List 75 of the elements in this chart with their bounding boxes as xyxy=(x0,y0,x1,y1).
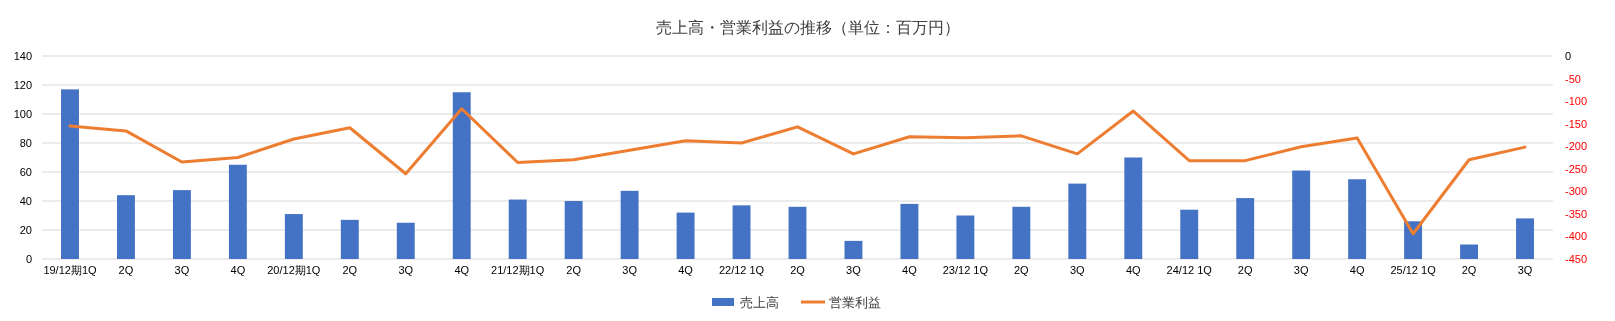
y2-tick-label: -300 xyxy=(1565,185,1588,198)
bar xyxy=(1516,218,1534,259)
legend-label: 売上高 xyxy=(740,295,779,310)
x-tick-label: 3Q xyxy=(174,264,190,276)
bar xyxy=(284,214,303,259)
y2-tick-label: -100 xyxy=(1565,95,1588,108)
bar xyxy=(844,240,863,259)
y2-tick-label: 0 xyxy=(1565,50,1572,62)
x-tick-label: 2Q xyxy=(118,264,134,276)
bar xyxy=(228,164,247,259)
x-tick-label: 4Q xyxy=(1125,264,1142,276)
x-tick-label: 3Q xyxy=(846,264,862,276)
bar xyxy=(340,219,359,259)
x-tick-label: 22/12 1Q xyxy=(718,264,765,276)
bar xyxy=(676,212,695,259)
bar xyxy=(1292,170,1311,259)
bar xyxy=(396,222,415,259)
bar xyxy=(1460,244,1479,259)
x-tick-label: 3Q xyxy=(398,264,414,276)
bar xyxy=(1180,209,1199,259)
chart-title: 売上高・営業利益の推移（単位：百万円） xyxy=(655,19,960,36)
bar xyxy=(452,92,471,259)
bar xyxy=(788,206,807,259)
bar xyxy=(1124,157,1143,259)
y2-tick-label: -150 xyxy=(1565,117,1588,130)
x-tick-label: 2Q xyxy=(342,264,358,276)
y2-tick-label: -400 xyxy=(1565,230,1588,243)
legend-label: 営業利益 xyxy=(829,295,881,310)
y2-tick-label: -50 xyxy=(1565,72,1581,85)
y2-tick-label: -450 xyxy=(1565,253,1588,265)
x-tick-label: 23/12 1Q xyxy=(942,264,989,276)
x-tick-label: 2Q xyxy=(1014,264,1030,276)
y-tick-label: 20 xyxy=(19,224,32,236)
y-tick-label: 60 xyxy=(19,166,32,178)
x-tick-label: 4Q xyxy=(678,264,694,276)
line-series xyxy=(68,107,1527,236)
bar xyxy=(1068,183,1087,259)
bar xyxy=(1236,198,1255,259)
y-tick-label: 100 xyxy=(13,108,32,120)
x-tick-label: 19/12期1Q xyxy=(43,264,98,276)
bar xyxy=(732,205,751,259)
x-tick-label: 2Q xyxy=(790,264,806,276)
x-tick-label: 4Q xyxy=(1349,264,1365,276)
x-tick-label: 2Q xyxy=(1461,264,1477,276)
bar xyxy=(172,190,191,259)
bar xyxy=(956,215,975,259)
bar xyxy=(1348,179,1367,259)
bar xyxy=(620,190,639,259)
x-tick-label: 3Q xyxy=(1517,264,1533,276)
bar xyxy=(564,201,583,259)
bar xyxy=(61,89,79,259)
x-tick-label: 20/12期1Q xyxy=(267,264,321,276)
x-tick-label: 4Q xyxy=(454,264,470,276)
y-tick-label: 0 xyxy=(25,253,32,265)
x-tick-label: 25/12 1Q xyxy=(1390,264,1437,276)
y-tick-label: 80 xyxy=(19,137,32,149)
x-tick-label: 3Q xyxy=(622,264,638,276)
bar xyxy=(1012,206,1031,259)
x-tick-label: 4Q xyxy=(902,264,918,276)
x-tick-label: 2Q xyxy=(1237,264,1253,276)
bar xyxy=(508,199,527,259)
x-tick-label: 3Q xyxy=(1293,264,1309,276)
y-tick-label: 140 xyxy=(13,50,32,62)
y-tick-label: 40 xyxy=(19,195,32,207)
x-tick-label: 21/12期1Q xyxy=(491,264,545,276)
x-tick-label: 3Q xyxy=(1069,264,1086,276)
y-tick-label: 120 xyxy=(13,79,32,91)
y2-tick-label: -200 xyxy=(1565,140,1588,153)
x-tick-label: 24/12 1Q xyxy=(1166,264,1213,276)
y2-tick-label: -250 xyxy=(1565,162,1588,175)
x-tick-label: 4Q xyxy=(230,264,246,276)
bar xyxy=(900,203,919,259)
y2-tick-label: -350 xyxy=(1565,207,1588,220)
bar xyxy=(116,195,135,259)
x-tick-label: 2Q xyxy=(566,264,582,276)
